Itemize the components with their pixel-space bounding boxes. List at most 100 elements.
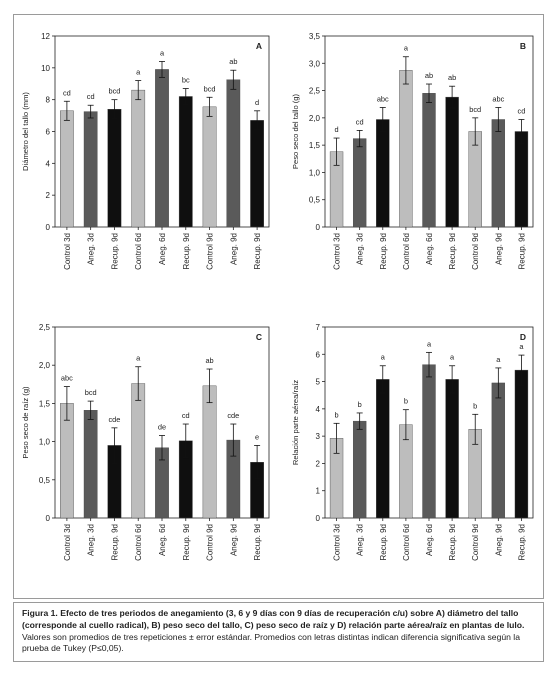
chart-panel-a: 0 2 4 6 8 10 12 Diámetro del tallo (mm) Acd Contr… xyxy=(21,32,270,270)
x-category-label: Aneg. 6d xyxy=(158,524,167,556)
bar xyxy=(399,70,413,228)
significance-letter: cd xyxy=(87,92,95,101)
y-tick-label: 0,5 xyxy=(39,476,51,485)
y-tick-label: 1,5 xyxy=(39,399,51,408)
x-category-label: Aneg. 3d xyxy=(356,524,365,556)
x-category-label: Recup. 9d xyxy=(182,233,191,269)
x-category-label: Control 6d xyxy=(402,524,411,561)
significance-letter: cd xyxy=(63,88,71,97)
bar xyxy=(491,382,506,519)
x-category-label: Aneg. 6d xyxy=(425,233,434,265)
caption-rest-text: Valores son promedios de tres repeticion… xyxy=(22,631,521,654)
x-category-label: Aneg. 6d xyxy=(425,524,434,556)
y-tick-label: 7 xyxy=(316,323,321,332)
x-category-label: Aneg. 3d xyxy=(87,233,96,265)
x-category-label: Control 9d xyxy=(471,524,480,561)
x-category-label: Aneg. 6d xyxy=(158,233,167,265)
x-category-label: Aneg. 3d xyxy=(356,233,365,265)
significance-letter: e xyxy=(255,432,259,441)
significance-letter: a xyxy=(160,48,165,57)
y-tick-label: 4 xyxy=(316,405,321,414)
y-axis-label: Peso seco de raíz (g) xyxy=(21,386,30,459)
x-category-label: Control 6d xyxy=(402,233,411,270)
y-tick-label: 0 xyxy=(316,514,321,523)
significance-letter: bcd xyxy=(108,87,120,96)
significance-letter: a xyxy=(136,354,141,363)
bar xyxy=(352,138,367,228)
significance-letter: abc xyxy=(61,374,73,383)
x-category-label: Recup. 9d xyxy=(110,524,119,560)
x-category-label: Aneg. 9d xyxy=(229,233,238,265)
x-category-label: Recup. 9d xyxy=(110,233,119,269)
x-category-label: Control 9d xyxy=(471,233,480,270)
bar xyxy=(376,119,390,228)
y-tick-label: 6 xyxy=(46,128,51,137)
caption-bold-text: Efecto de tres periodos de anegamiento (… xyxy=(22,608,525,630)
significance-letter: a xyxy=(450,353,455,362)
bar xyxy=(250,120,264,228)
x-category-label: Recup. 9d xyxy=(253,524,262,560)
panel-letter: C xyxy=(256,332,262,342)
significance-letter: b xyxy=(358,400,362,409)
x-category-label: Recup. 9d xyxy=(182,524,191,560)
x-category-label: Control 9d xyxy=(206,233,215,270)
bar xyxy=(422,93,436,228)
bar xyxy=(155,69,169,228)
significance-letter: cde xyxy=(227,411,239,420)
y-tick-label: 8 xyxy=(46,96,51,105)
y-tick-label: 0 xyxy=(46,514,51,523)
significance-letter: ab xyxy=(205,356,213,365)
figure-caption: Figura 1. Efecto de tres periodos de ane… xyxy=(13,602,544,662)
y-axis-label: Diámetro del tallo (mm) xyxy=(21,92,30,171)
y-tick-label: 2,5 xyxy=(39,323,51,332)
significance-letter: a xyxy=(381,353,386,362)
x-category-label: Recup. 9d xyxy=(379,233,388,269)
x-category-label: Recup. 9d xyxy=(448,524,457,560)
significance-letter: abc xyxy=(492,94,504,103)
bar xyxy=(202,385,217,519)
x-category-label: Control 9d xyxy=(206,524,215,561)
bar xyxy=(226,79,241,228)
x-category-label: Recup. 9d xyxy=(517,524,526,560)
significance-letter: bcd xyxy=(469,105,481,114)
y-tick-label: 5 xyxy=(316,378,321,387)
x-category-label: Control 3d xyxy=(333,233,342,270)
significance-letter: a xyxy=(519,342,524,351)
bar xyxy=(131,89,146,228)
significance-letter: b xyxy=(473,401,477,410)
significance-letter: ab xyxy=(448,73,456,82)
bar xyxy=(352,420,367,519)
y-axis-label: Peso seco del tallo (g) xyxy=(291,93,300,169)
bar xyxy=(445,96,459,228)
significance-letter: ab xyxy=(229,57,237,66)
y-tick-label: 2,0 xyxy=(309,114,321,123)
bar xyxy=(131,383,146,519)
x-category-label: Control 3d xyxy=(63,233,72,270)
x-category-label: Aneg. 9d xyxy=(494,233,503,265)
x-category-label: Control 6d xyxy=(134,524,143,561)
y-tick-label: 0 xyxy=(46,223,51,232)
significance-letter: a xyxy=(136,68,141,77)
bar xyxy=(514,369,529,519)
y-tick-label: 2,5 xyxy=(309,87,321,96)
y-tick-label: 2 xyxy=(46,191,51,200)
significance-letter: ab xyxy=(425,71,433,80)
y-tick-label: 2 xyxy=(316,459,321,468)
bar xyxy=(178,96,193,228)
y-tick-label: 2,0 xyxy=(39,361,51,370)
significance-letter: cd xyxy=(356,117,364,126)
bar xyxy=(491,119,506,228)
x-category-label: Aneg. 9d xyxy=(229,524,238,556)
bar xyxy=(83,111,98,228)
bar xyxy=(60,110,74,228)
caption-label: Figura 1. xyxy=(22,608,58,618)
y-tick-label: 1 xyxy=(316,487,321,496)
x-category-label: Recup. 9d xyxy=(517,233,526,269)
x-category-label: Recup. 9d xyxy=(448,233,457,269)
significance-letter: b xyxy=(334,410,338,419)
x-category-label: Control 3d xyxy=(63,524,72,561)
bar xyxy=(468,131,482,228)
